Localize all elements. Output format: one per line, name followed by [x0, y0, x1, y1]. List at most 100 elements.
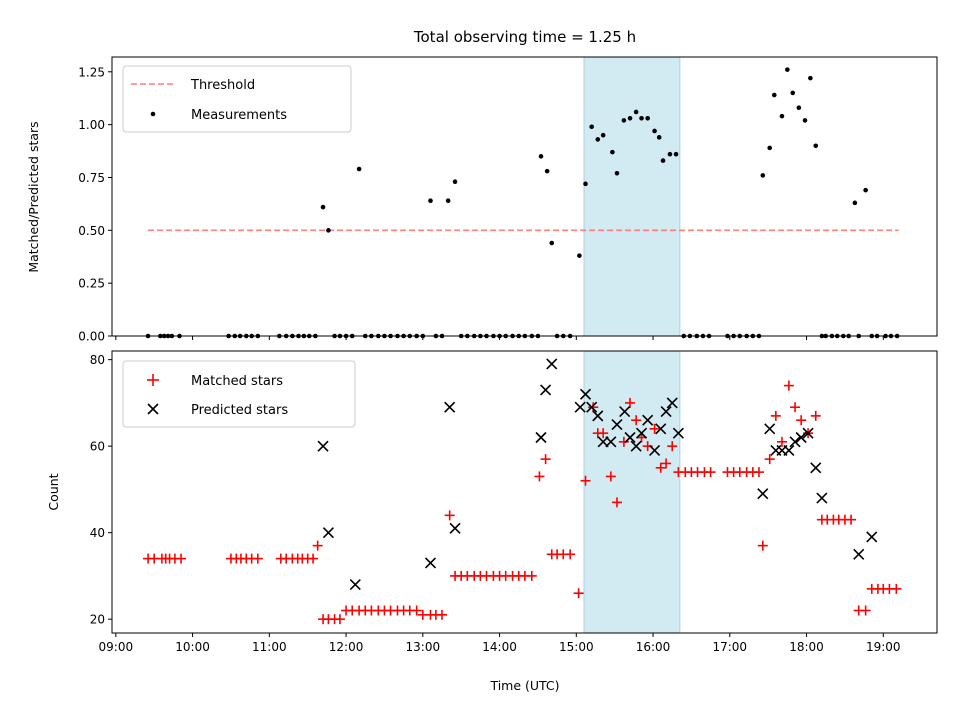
x-tick-label: 15:00: [559, 640, 594, 654]
measurement-point: [802, 118, 808, 123]
legend-matched-swatch: [147, 374, 159, 386]
measurement-point: [589, 124, 594, 130]
predicted-star-point: [635, 427, 648, 439]
x-tick-label: 17:00: [712, 640, 747, 654]
predicted-star-point: [546, 358, 558, 370]
predicted-star-point: [624, 431, 636, 444]
measurement-point: [852, 200, 858, 206]
top-y-axis-label: Matched/Predicted stars: [26, 121, 41, 272]
highlight-span-rect: [583, 56, 681, 337]
measurement-point: [673, 151, 679, 157]
matched-star-point: [705, 467, 716, 478]
predicted-star-point: [322, 527, 334, 539]
matched-star-point: [783, 380, 794, 391]
predicted-star-point: [574, 401, 586, 413]
matched-star-point: [860, 605, 871, 616]
predicted-star-point: [816, 492, 828, 504]
measurement-point: [452, 179, 458, 185]
bottom-y-axis-label: Count: [46, 473, 61, 510]
matched-star-point: [790, 402, 801, 413]
matched-star-point: [891, 583, 902, 594]
matched-star-point: [444, 510, 455, 521]
top-plot-frame: [111, 56, 938, 337]
matched-star-point: [649, 423, 660, 434]
predicted-star-point: [642, 414, 654, 426]
matched-star-point: [661, 458, 672, 469]
bottom-y-axis: 20 40 60 80: [90, 353, 112, 627]
matched-star-point: [625, 397, 636, 408]
measurement-point: [627, 115, 633, 121]
matched-star-point: [565, 549, 576, 560]
highlight-span-rect: [583, 350, 681, 634]
predicted-star-point: [764, 423, 776, 435]
matched-star-point: [573, 588, 584, 599]
matched-star-point: [796, 415, 807, 426]
y-tick-label: 1.00: [78, 118, 105, 132]
measurement-point: [790, 90, 796, 96]
predicted-star-point: [672, 427, 684, 439]
x-tick-label: 19:00: [866, 640, 901, 654]
predicted-star-point: [655, 423, 667, 435]
matched-star-point: [611, 497, 622, 508]
y-tick-label: 0.00: [78, 330, 105, 344]
measurement-point: [621, 118, 627, 123]
predicted-star-point: [866, 531, 878, 543]
matched-star-point: [753, 467, 764, 478]
predicted-star-point: [660, 405, 672, 418]
matched-star-point: [540, 454, 551, 465]
measurement-point: [767, 145, 772, 151]
measurement-point: [785, 67, 790, 72]
y-tick-label: 20: [90, 613, 105, 627]
matched-star-point: [846, 514, 857, 525]
bottom-highlight-span: [583, 350, 681, 634]
bottom-plot-frame: [111, 350, 938, 634]
top-y-axis: 0.00 0.25 0.50 0.75 1.00 1.25: [78, 65, 112, 344]
measurement-point: [356, 166, 362, 172]
measurement-point: [320, 204, 326, 210]
legend-measurements-label: Measurements: [191, 108, 287, 123]
measurement-point: [667, 151, 673, 157]
predicted-star-point: [317, 440, 329, 452]
measurement-point: [549, 240, 555, 246]
measurement-point: [760, 173, 766, 178]
legend-threshold-label: Threshold: [190, 78, 255, 93]
measurement-point: [326, 228, 331, 233]
predicted-star-point: [783, 444, 795, 457]
measurement-point: [577, 253, 582, 258]
legend-measurements-swatch: [150, 111, 156, 117]
predicted-star-point: [444, 401, 456, 413]
x-tick-label: 13:00: [406, 640, 441, 654]
y-tick-label: 40: [90, 526, 105, 540]
matched-star-point: [411, 605, 422, 616]
measurement-point: [652, 128, 657, 134]
measurement-point: [863, 187, 868, 193]
measurement-point: [614, 170, 620, 176]
matched-star-point: [757, 540, 768, 551]
matched-star-point: [176, 553, 187, 564]
measurement-point: [544, 168, 550, 174]
predicted-star-point: [619, 405, 631, 418]
y-tick-label: 60: [90, 440, 105, 454]
matched-star-point: [764, 454, 775, 465]
predicted-star-point: [586, 401, 598, 413]
measurement-point: [660, 158, 666, 163]
predicted-star-point: [810, 462, 822, 474]
top-subplot: Total observing time = 1.25 h 0.000.250.…: [26, 28, 938, 344]
matched-star-point: [810, 410, 821, 421]
matched-star-point: [437, 609, 447, 620]
x-tick-label: 16:00: [636, 640, 671, 654]
predicted-star-point: [605, 436, 617, 448]
top-x-axis-ticks: [115, 336, 884, 340]
legend-matched-label: Matched stars: [191, 374, 283, 389]
measurement-point: [639, 115, 644, 121]
matched-star-point: [252, 553, 263, 564]
matched-star-point: [618, 436, 629, 447]
predicted-star-point: [579, 388, 592, 400]
matched-star-point: [770, 410, 781, 421]
predicted-star-point: [449, 522, 461, 534]
matched-star-point: [776, 436, 787, 447]
predicted-star-point: [592, 410, 604, 422]
predicted-star-point: [802, 427, 814, 439]
measurement-point: [779, 113, 785, 119]
y-tick-label: 0.50: [78, 224, 105, 238]
